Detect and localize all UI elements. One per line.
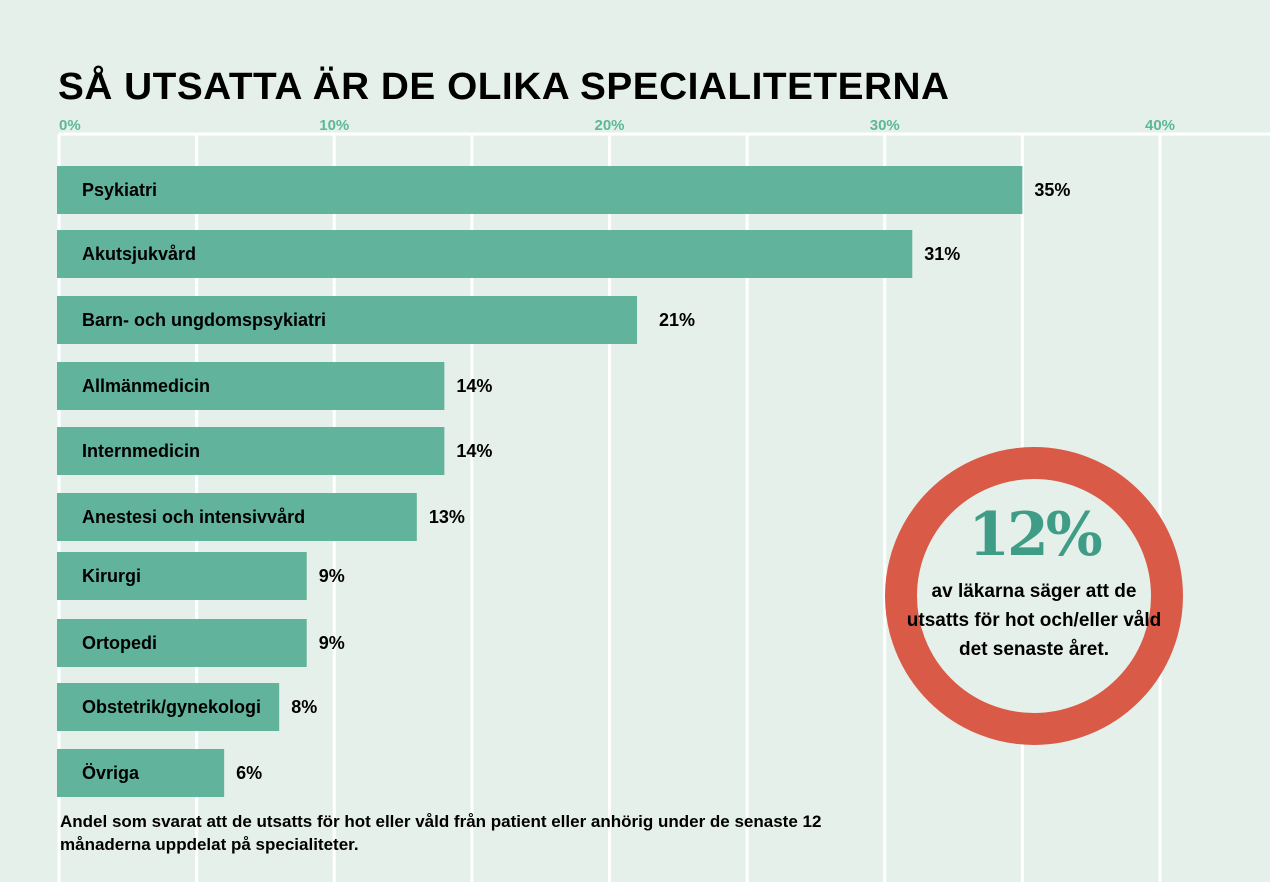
- data-label: 6%: [236, 763, 262, 783]
- x-tick-label: 40%: [1145, 117, 1175, 134]
- data-label: 21%: [659, 310, 695, 330]
- chart-footnote: Andel som svarat att de utsatts för hot …: [60, 812, 822, 854]
- data-label: 14%: [456, 376, 492, 396]
- x-tick-label: 10%: [319, 117, 349, 134]
- category-label: Anestesi och intensivvård: [82, 507, 305, 527]
- category-label: Obstetrik/gynekologi: [82, 697, 261, 717]
- category-label: Internmedicin: [82, 441, 200, 461]
- callout-text: av läkarna säger att de utsatts för hot …: [906, 581, 1162, 660]
- category-label: Psykiatri: [82, 180, 157, 200]
- callout-value: 12%: [968, 500, 1103, 570]
- data-label: 13%: [429, 507, 465, 527]
- callout-circle: 12% av läkarna säger att de utsatts för …: [885, 447, 1183, 745]
- bar: [57, 552, 307, 600]
- data-label: 8%: [291, 697, 317, 717]
- bar: [57, 427, 445, 475]
- x-tick-label: 30%: [870, 117, 900, 134]
- category-label: Kirurgi: [82, 566, 141, 586]
- bar: [57, 619, 307, 667]
- category-label: Akutsjukvård: [82, 244, 196, 264]
- category-label: Allmänmedicin: [82, 376, 210, 396]
- data-label: 9%: [319, 566, 345, 586]
- data-label: 14%: [456, 441, 492, 461]
- data-label: 31%: [924, 244, 960, 264]
- bar: [57, 683, 280, 731]
- category-label: Ortopedi: [82, 633, 157, 653]
- data-label: 9%: [319, 633, 345, 653]
- x-tick-label: 0%: [59, 117, 81, 134]
- category-label: Barn- och ungdomspsykiatri: [82, 310, 326, 330]
- bar: [57, 296, 638, 344]
- bar: [57, 230, 913, 278]
- category-label: Övriga: [82, 763, 140, 783]
- bar: [57, 166, 1023, 214]
- data-label: 35%: [1034, 180, 1070, 200]
- chart-title: SÅ UTSATTA ÄR DE OLIKA SPECIALITETERNA: [58, 66, 950, 108]
- x-tick-label: 20%: [594, 117, 624, 134]
- bar: [57, 362, 445, 410]
- bar: [57, 749, 225, 797]
- bar: [57, 493, 417, 541]
